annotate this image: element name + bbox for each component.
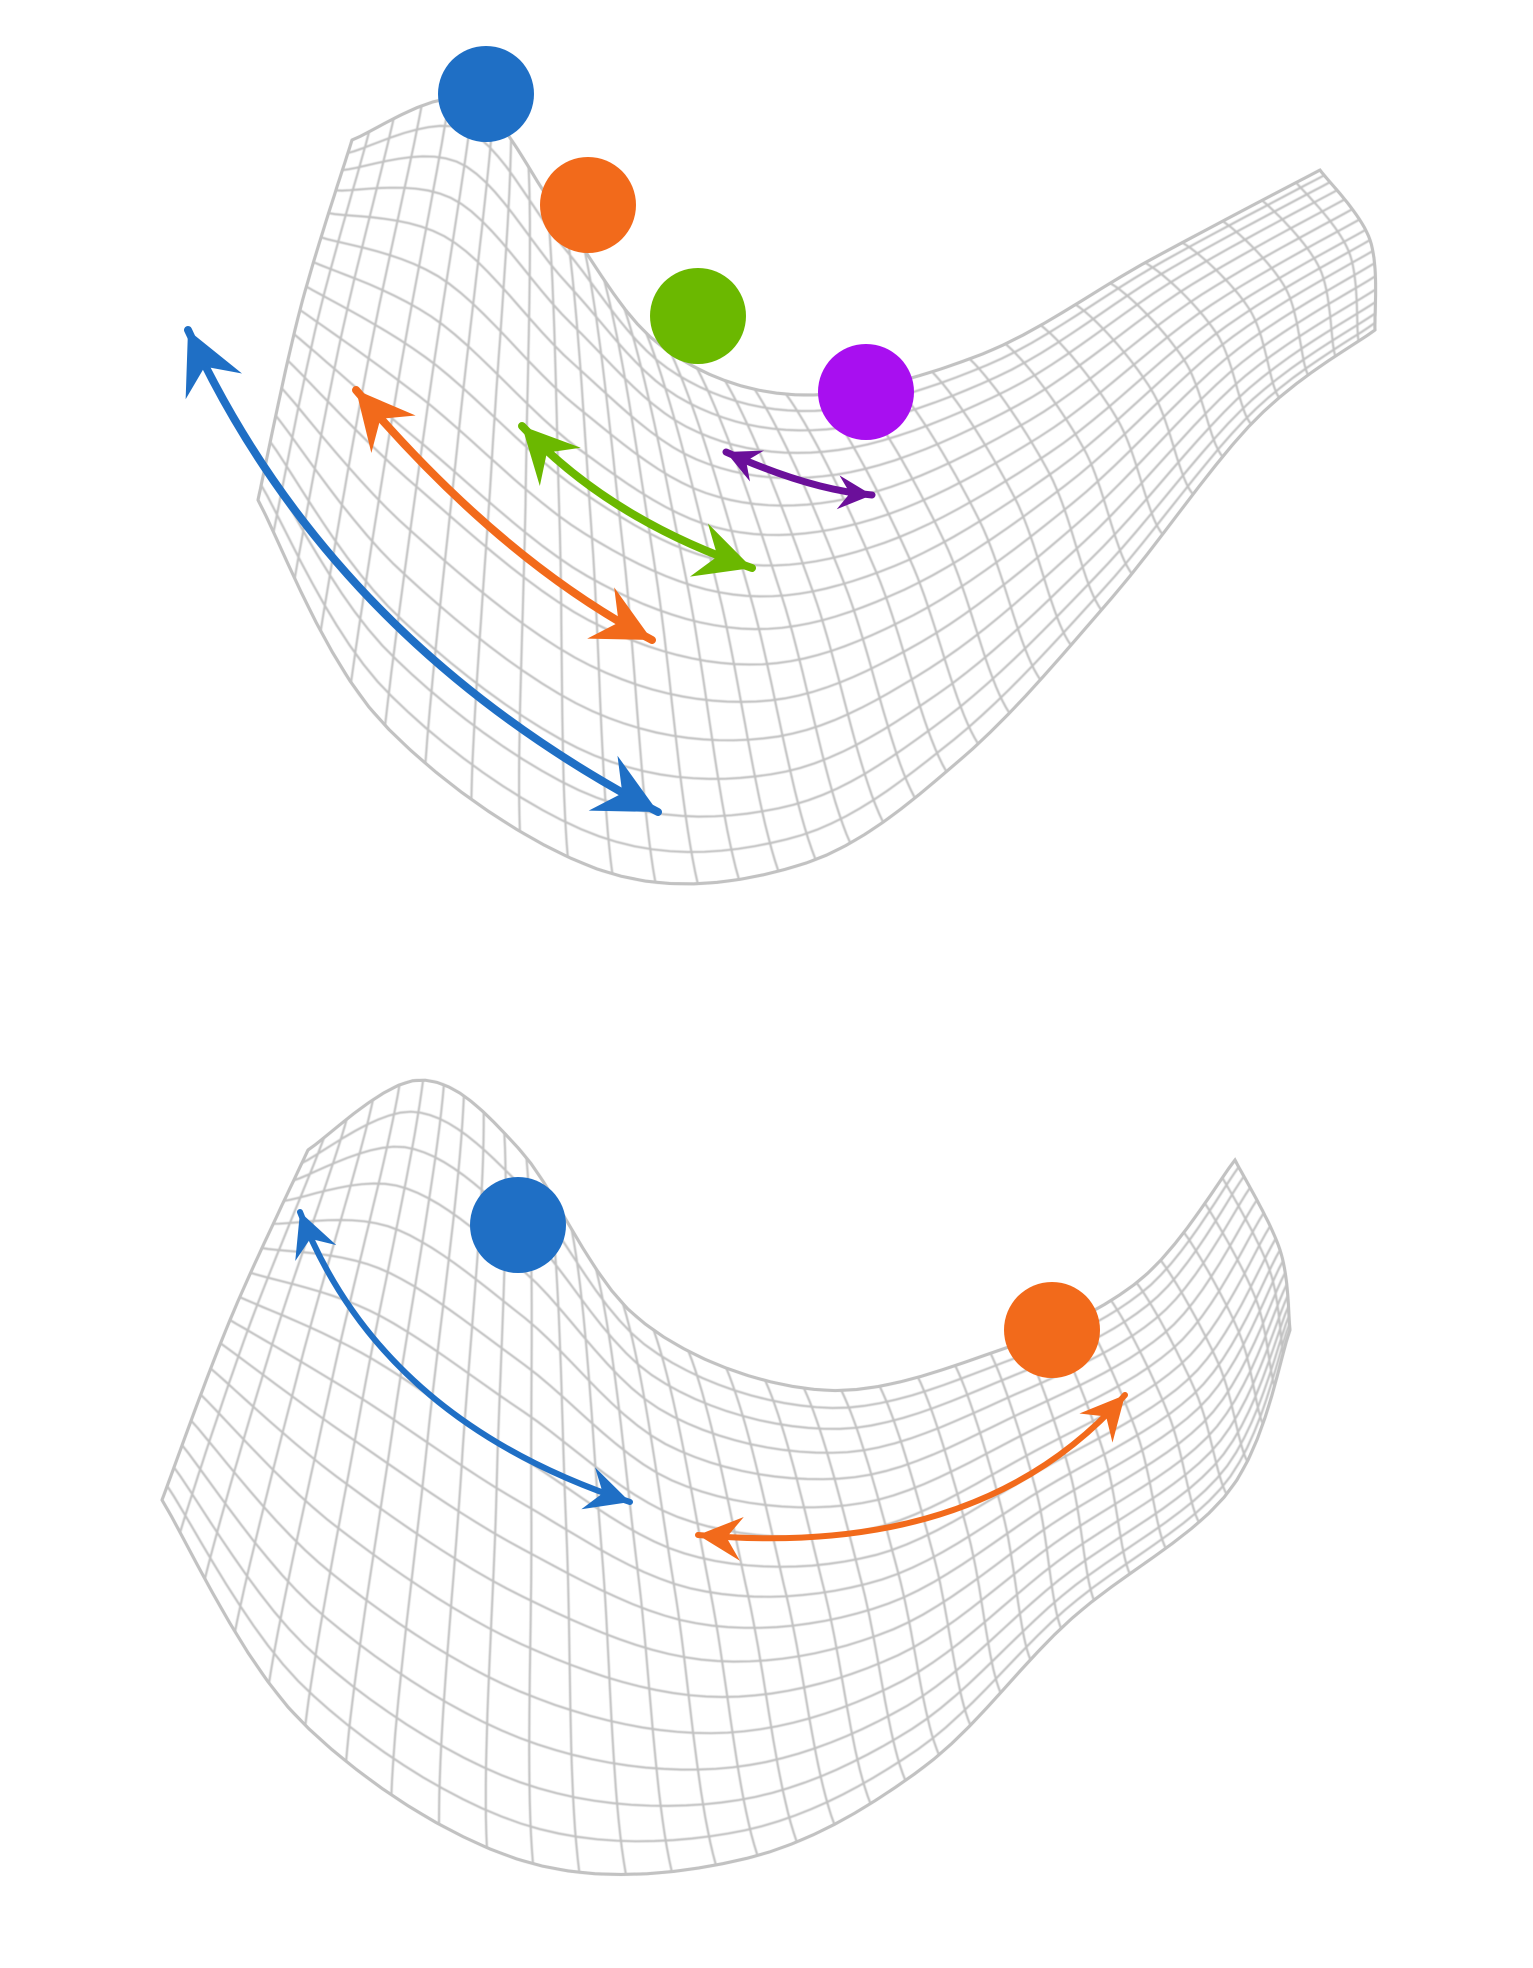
mesh-line-v [239, 1238, 1277, 1568]
mesh-line-v [229, 1249, 1281, 1598]
top-panel [184, 46, 1378, 886]
arrow-shaft [297, 1209, 633, 1505]
mesh-line-v [261, 1212, 1265, 1509]
arrow-head [185, 330, 243, 400]
arrow-head [522, 426, 581, 487]
arrow-head [587, 587, 652, 640]
mesh-line-v [342, 155, 1331, 432]
mesh-line-v [283, 1182, 1252, 1454]
arrow-head [698, 1516, 744, 1561]
arrow-head [581, 1467, 630, 1510]
mesh-line-v [273, 1199, 1258, 1481]
mesh-line-v [293, 249, 1374, 631]
mesh-line-v [313, 218, 1361, 537]
mesh-line-v [161, 1329, 1292, 1876]
mesh-line-v [305, 228, 1367, 567]
mesh-line-v [299, 239, 1371, 598]
mesh-line-v [274, 288, 1377, 742]
arrow-head [356, 390, 416, 454]
arrow-head [588, 755, 658, 812]
saddle-surface-bottom [160, 1078, 1292, 1877]
bottom-panel [160, 1078, 1292, 1877]
arrow-orange [352, 386, 656, 644]
arrow-head [295, 1212, 337, 1261]
mesh-line-v [260, 321, 1376, 854]
mesh-line-v [200, 1283, 1288, 1699]
mesh-line-v [173, 1315, 1291, 1808]
ball-blue [470, 1177, 566, 1273]
arrow-blue [295, 1209, 633, 1510]
arrows-bottom [295, 1209, 1128, 1561]
mesh-line-v [166, 1323, 1291, 1843]
mesh-line-v [280, 275, 1376, 704]
surface-outline [256, 96, 1378, 886]
mesh-line-v [293, 1145, 1245, 1431]
mesh-line-v [190, 1295, 1289, 1735]
ball-green [650, 268, 746, 364]
mesh-line-v [219, 1260, 1284, 1629]
arrow-head [726, 450, 764, 482]
mesh-line-v [320, 208, 1353, 507]
mesh-line-v [264, 312, 1376, 818]
surface-outline [160, 1078, 1292, 1877]
arrow-green [518, 422, 756, 577]
arrow-head [836, 475, 872, 510]
mesh-grid [160, 1079, 1292, 1876]
arrow-head [689, 523, 752, 577]
mesh-line-v [301, 1110, 1240, 1410]
mesh-grid [256, 96, 1377, 886]
balls-bottom [470, 1177, 1100, 1378]
mesh-line-v [335, 186, 1338, 455]
balls-top [438, 46, 914, 440]
mesh-line-v [287, 262, 1376, 666]
ball-purple [818, 344, 914, 440]
arrow-shaft [352, 386, 656, 644]
mesh-line-v [328, 198, 1346, 480]
arrow-shaft [695, 1392, 1128, 1542]
ball-blue [438, 46, 534, 142]
arrow-purple [722, 448, 876, 510]
mesh-line-v [181, 1305, 1290, 1771]
arrow-shaft [184, 326, 662, 816]
mesh-line-v [257, 329, 1376, 886]
saddle-surface-top [256, 96, 1378, 886]
ball-orange [540, 157, 636, 253]
arrow-orange [695, 1392, 1128, 1561]
ball-orange [1004, 1282, 1100, 1378]
mesh-line-v [307, 1079, 1236, 1392]
arrows-top [184, 326, 876, 816]
mesh-line-v [209, 1272, 1287, 1663]
mesh-line-v [269, 301, 1377, 781]
arrow-blue [184, 326, 662, 816]
arrow-head [1079, 1395, 1125, 1443]
